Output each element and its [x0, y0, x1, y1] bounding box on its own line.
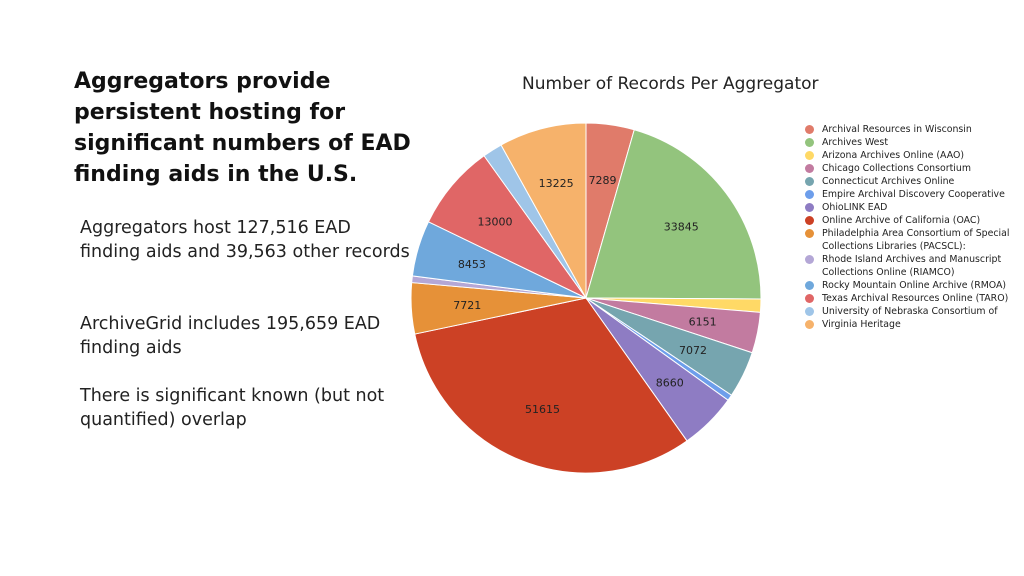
- legend-swatch: [805, 190, 814, 199]
- legend-swatch: [805, 294, 814, 303]
- legend-swatch: [805, 138, 814, 147]
- legend-entry: Empire Archival Discovery Cooperative: [805, 188, 1017, 201]
- legend-label: Arizona Archives Online (AAO): [822, 150, 964, 161]
- slice-data-label: 7289: [589, 174, 617, 187]
- slice-data-label: 13225: [539, 177, 574, 190]
- legend-label: University of Nebraska Consortium of: [822, 306, 998, 317]
- legend-entry: Rhode Island Archives and Manuscript Col…: [805, 253, 1017, 279]
- legend-entry: Archives West: [805, 136, 1017, 149]
- slice-data-label: 7721: [453, 299, 481, 312]
- legend-entry: Chicago Collections Consortium: [805, 162, 1017, 175]
- legend-swatch: [805, 307, 814, 316]
- legend-swatch: [805, 125, 814, 134]
- legend-swatch: [805, 281, 814, 290]
- slice-data-label: 13000: [477, 215, 512, 228]
- slice-data-label: 8660: [656, 377, 684, 390]
- slice-data-label: 8453: [458, 258, 486, 271]
- archivegrid-text: ArchiveGrid includes 195,659 EAD finding…: [80, 314, 381, 358]
- pie-slice: [585, 129, 762, 300]
- legend-swatch: [805, 151, 814, 160]
- legend-entry: Arizona Archives Online (AAO): [805, 149, 1017, 162]
- slice-data-label: 33845: [664, 221, 699, 234]
- chart-title: Number of Records Per Aggregator: [522, 74, 819, 94]
- legend-label: Chicago Collections Consortium: [822, 163, 971, 174]
- legend-entry: University of Nebraska Consortium of: [805, 305, 1017, 318]
- legend-entry: Connecticut Archives Online: [805, 175, 1017, 188]
- legend-label: Archives West: [822, 137, 888, 148]
- legend-entry: Online Archive of California (OAC): [805, 214, 1017, 227]
- slice-data-label: 6151: [689, 316, 717, 329]
- legend-swatch: [805, 320, 814, 329]
- legend-label: Archival Resources in Wisconsin: [822, 124, 972, 135]
- legend-entry: OhioLINK EAD: [805, 201, 1017, 214]
- legend-label: Rocky Mountain Online Archive (RMOA): [822, 280, 1007, 291]
- legend-swatch: [805, 177, 814, 186]
- legend-swatch: [805, 164, 814, 173]
- slice-data-label: 7072: [679, 344, 707, 357]
- pie-slice: [414, 297, 688, 474]
- legend-label: Virginia Heritage: [822, 319, 901, 330]
- legend-label: Texas Archival Resources Online (TARO): [822, 293, 1009, 304]
- legend-swatch: [805, 229, 814, 238]
- slide-title: Aggregators provide persistent hosting f…: [74, 69, 411, 187]
- legend-entry: Rocky Mountain Online Archive (RMOA): [805, 279, 1017, 292]
- legend-entry: Archival Resources in Wisconsin: [805, 123, 1017, 136]
- legend-entry: Virginia Heritage: [805, 318, 1017, 331]
- overlap-text: There is significant known (but not quan…: [80, 386, 385, 430]
- legend-label: Rhode Island Archives and Manuscript Col…: [822, 254, 1002, 278]
- legend-label: Empire Archival Discovery Cooperative: [822, 189, 1005, 200]
- legend-swatch: [805, 216, 814, 225]
- legend-swatch: [805, 203, 814, 212]
- legend-label: Online Archive of California (OAC): [822, 215, 981, 226]
- slice-data-label: 51615: [525, 403, 560, 416]
- pie-chart: 7289 33845 6151 7072 8660 51615 7721 8453 13000 1…: [410, 122, 762, 474]
- legend-entry: Texas Archival Resources Online (TARO): [805, 292, 1017, 305]
- legend-label: Philadelphia Area Consortium of Special …: [822, 228, 1010, 252]
- pie-slice: [500, 122, 587, 300]
- legend-label: Connecticut Archives Online: [822, 176, 955, 187]
- legend-label: OhioLINK EAD: [822, 202, 888, 213]
- legend-swatch: [805, 255, 814, 264]
- hosted-records-text: Aggregators host 127,516 EAD finding aid…: [80, 218, 410, 262]
- legend-entry: Philadelphia Area Consortium of Special …: [805, 227, 1017, 253]
- chart-legend: Archival Resources in Wisconsin Archives …: [805, 123, 1017, 331]
